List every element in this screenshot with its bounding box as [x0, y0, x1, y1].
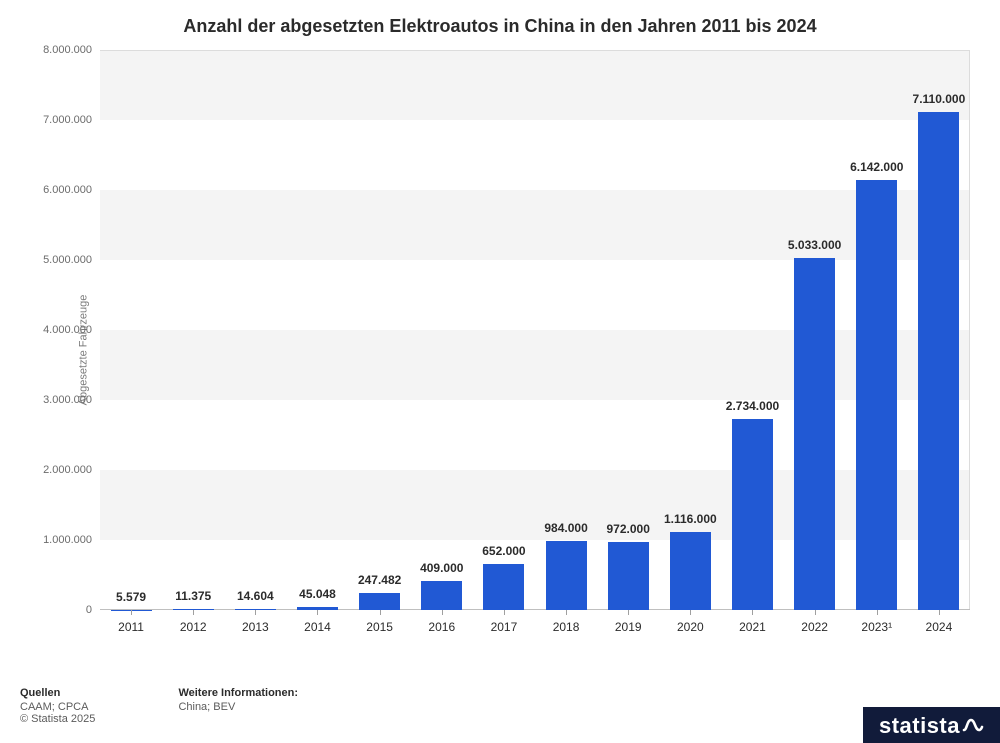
chart-footer: Quellen CAAM; CPCA © Statista 2025 Weite…: [20, 687, 378, 725]
bar: [918, 112, 959, 610]
bar: [670, 532, 711, 610]
bar: [359, 593, 400, 610]
bar-slot: 5.033.000: [784, 50, 846, 610]
sources-text: CAAM; CPCA: [20, 701, 95, 713]
y-tick-label: 2.000.000: [43, 464, 92, 476]
y-axis-label: Abgesetzte Fahrzeuge: [77, 295, 89, 406]
bars-container: 5.57911.37514.60445.048247.482409.000652…: [100, 50, 970, 610]
x-tick-label: 2023¹: [846, 610, 908, 634]
chart-area: Abgesetzte Fahrzeuge 5.57911.37514.60445…: [40, 50, 980, 650]
chart-title: Anzahl der abgesetzten Elektroautos in C…: [0, 0, 1000, 45]
bar: [856, 180, 897, 610]
bar-slot: 5.579: [100, 50, 162, 610]
x-tick-label: 2016: [411, 610, 473, 634]
logo-wave-icon: [962, 714, 984, 736]
x-tick-label: 2018: [535, 610, 597, 634]
y-tick-label: 3.000.000: [43, 394, 92, 406]
x-tick-label: 2013: [224, 610, 286, 634]
y-tick-label: 6.000.000: [43, 184, 92, 196]
x-tick-label: 2011: [100, 610, 162, 634]
sources-block: Quellen CAAM; CPCA © Statista 2025: [20, 687, 95, 725]
sources-heading: Quellen: [20, 687, 95, 699]
bar: [732, 419, 773, 610]
bar-slot: 6.142.000: [846, 50, 908, 610]
bar-slot: 7.110.000: [908, 50, 970, 610]
y-tick-label: 5.000.000: [43, 254, 92, 266]
copyright-text: © Statista 2025: [20, 713, 95, 725]
logo-text: statista: [879, 713, 960, 739]
plot-area: 5.57911.37514.60445.048247.482409.000652…: [100, 50, 970, 610]
bar-slot: 972.000: [597, 50, 659, 610]
y-tick-label: 0: [86, 604, 92, 616]
x-tick-label: 2015: [349, 610, 411, 634]
bar: [546, 541, 587, 610]
bar: [608, 542, 649, 610]
bar-slot: 45.048: [286, 50, 348, 610]
bar-slot: 2.734.000: [721, 50, 783, 610]
x-axis-ticks: 2011201220132014201520162017201820192020…: [100, 610, 970, 634]
bar: [421, 581, 462, 610]
x-tick-label: 2022: [784, 610, 846, 634]
bar-slot: 11.375: [162, 50, 224, 610]
y-tick-label: 8.000.000: [43, 44, 92, 56]
more-info-heading: Weitere Informationen:: [178, 687, 298, 699]
bar-slot: 247.482: [349, 50, 411, 610]
y-tick-label: 7.000.000: [43, 114, 92, 126]
bar: [483, 564, 524, 610]
x-tick-label: 2017: [473, 610, 535, 634]
x-tick-label: 2020: [659, 610, 721, 634]
x-tick-label: 2024: [908, 610, 970, 634]
y-tick-label: 1.000.000: [43, 534, 92, 546]
statista-logo: statista: [863, 707, 1000, 743]
x-tick-label: 2012: [162, 610, 224, 634]
x-tick-label: 2021: [721, 610, 783, 634]
x-tick-label: 2019: [597, 610, 659, 634]
more-info-block: Weitere Informationen: China; BEV: [178, 687, 298, 713]
bar-slot: 14.604: [224, 50, 286, 610]
bar: [794, 258, 835, 610]
bar-slot: 409.000: [411, 50, 473, 610]
x-tick-label: 2014: [286, 610, 348, 634]
bar-slot: 1.116.000: [659, 50, 721, 610]
y-tick-label: 4.000.000: [43, 324, 92, 336]
bar-value-label: 7.110.000: [895, 92, 982, 106]
more-info-text: China; BEV: [178, 701, 298, 713]
